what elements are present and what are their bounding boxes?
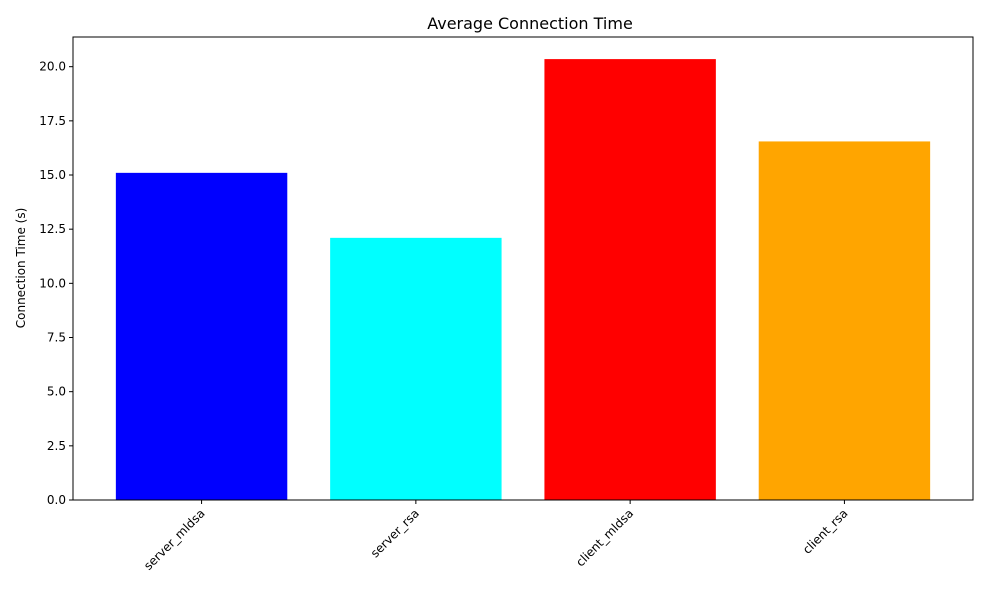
x-tick-label: server_rsa [368, 506, 422, 560]
bar-client_rsa [758, 141, 931, 501]
axes-frame [72, 36, 974, 501]
y-tick-label: 12.5 [39, 222, 66, 236]
x-tick-label: server_mldsa [141, 506, 208, 573]
bar-client_mldsa [544, 59, 716, 500]
y-tick-label: 17.5 [39, 114, 66, 128]
bar-server_rsa [330, 237, 502, 500]
y-tick-label: 10.0 [39, 276, 66, 290]
x-tick-label: client_rsa [800, 506, 851, 557]
bar-server_mldsa [115, 172, 288, 501]
y-tick-label: 7.5 [47, 331, 66, 345]
y-tick-label: 15.0 [39, 168, 66, 182]
y-axis-label: Connection Time (s) [14, 208, 28, 329]
plot-area: server_mldsa server_rsa client_mldsa client… [39, 36, 974, 573]
y-tick-label: 5.0 [47, 385, 66, 399]
y-tick-label: 2.5 [47, 439, 66, 453]
y-tick-label: 20.0 [39, 60, 66, 74]
y-tick-label: 0.0 [47, 493, 66, 507]
x-tick-label: client_mldsa [573, 506, 636, 569]
chart-title: Average Connection Time [427, 14, 633, 33]
